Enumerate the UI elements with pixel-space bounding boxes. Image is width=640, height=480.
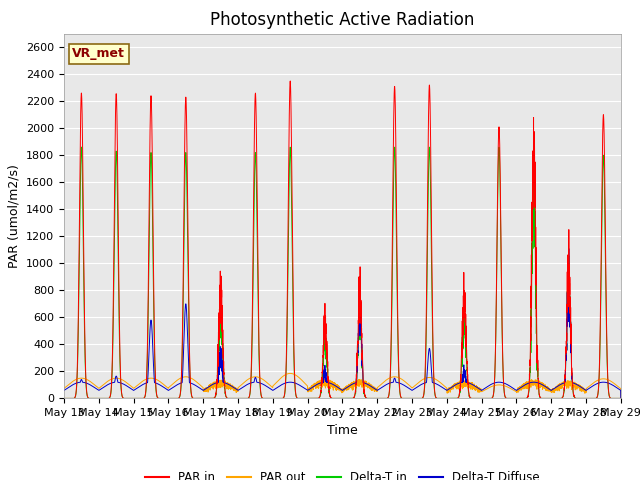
Line: Delta-T Diffuse: Delta-T Diffuse — [64, 249, 621, 398]
PAR out — [523, 385, 531, 391]
Line: Delta-T in: Delta-T in — [64, 147, 621, 398]
Line: PAR in: PAR in — [64, 81, 621, 398]
PAR in — [523, 396, 531, 401]
PAR out — [364, 383, 371, 388]
Text: VR_met: VR_met — [72, 48, 125, 60]
Delta-T in — [537, 396, 545, 401]
Delta-T in — [176, 395, 184, 400]
PAR out — [60, 385, 68, 391]
PAR out — [495, 382, 503, 388]
PAR in — [393, 251, 401, 256]
PAR out — [617, 396, 625, 401]
Delta-T Diffuse — [523, 381, 531, 387]
PAR in — [364, 396, 371, 401]
Delta-T Diffuse — [60, 387, 68, 393]
PAR out — [175, 376, 183, 382]
Delta-T Diffuse — [617, 396, 625, 401]
PAR in — [495, 126, 503, 132]
Legend: PAR in, PAR out, Delta-T in, Delta-T Diffuse: PAR in, PAR out, Delta-T in, Delta-T Dif… — [140, 466, 545, 480]
Delta-T in — [60, 396, 68, 401]
PAR out — [287, 371, 294, 376]
PAR in — [60, 396, 68, 401]
Delta-T in — [393, 278, 401, 284]
Delta-T in — [523, 396, 531, 401]
PAR out — [393, 374, 401, 380]
X-axis label: Time: Time — [327, 424, 358, 437]
Delta-T Diffuse — [393, 380, 401, 385]
Title: Photosynthetic Active Radiation: Photosynthetic Active Radiation — [210, 11, 475, 29]
Delta-T Diffuse — [363, 381, 371, 387]
Delta-T in — [617, 396, 625, 401]
Delta-T Diffuse — [537, 381, 545, 387]
PAR in — [175, 395, 183, 400]
PAR in — [617, 396, 625, 401]
PAR in — [537, 396, 545, 401]
Y-axis label: PAR (umol/m2/s): PAR (umol/m2/s) — [8, 164, 20, 268]
Delta-T in — [364, 396, 371, 401]
Delta-T in — [77, 144, 85, 150]
PAR in — [287, 78, 294, 84]
Delta-T Diffuse — [495, 379, 503, 385]
Delta-T Diffuse — [175, 381, 183, 386]
Delta-T in — [495, 146, 503, 152]
Delta-T Diffuse — [565, 246, 573, 252]
Line: PAR out: PAR out — [64, 373, 621, 398]
PAR out — [537, 383, 545, 388]
